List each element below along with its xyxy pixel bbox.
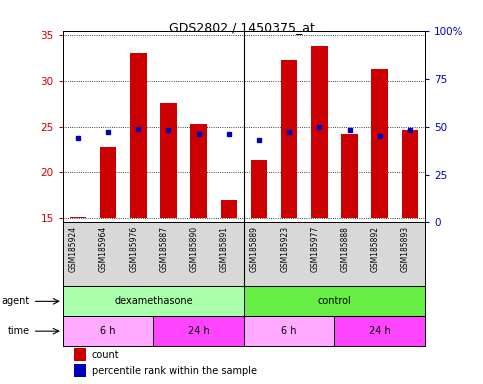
Text: GDS2802 / 1450375_at: GDS2802 / 1450375_at [169, 21, 314, 34]
Text: GSM185977: GSM185977 [311, 226, 319, 272]
Bar [73, 364, 86, 377]
Text: GSM185923: GSM185923 [280, 226, 289, 272]
Bar [221, 200, 237, 218]
Bar [334, 316, 425, 346]
Text: GSM185891: GSM185891 [220, 226, 229, 272]
Text: 24 h: 24 h [369, 326, 391, 336]
Text: GSM185964: GSM185964 [99, 226, 108, 272]
Text: time: time [7, 326, 29, 336]
Bar [244, 316, 334, 346]
Text: GSM185893: GSM185893 [401, 226, 410, 272]
Text: GSM185887: GSM185887 [159, 226, 169, 272]
Bar [371, 69, 388, 218]
Bar [402, 130, 418, 218]
Text: GSM185889: GSM185889 [250, 226, 259, 272]
Bar [311, 46, 327, 218]
Bar [63, 316, 154, 346]
Bar [251, 161, 267, 218]
Text: agent: agent [1, 296, 29, 306]
Text: GSM185976: GSM185976 [129, 226, 138, 272]
Bar [190, 124, 207, 218]
Text: control: control [318, 296, 351, 306]
Text: count: count [92, 350, 119, 360]
Bar [154, 316, 244, 346]
Text: GSM185924: GSM185924 [69, 226, 78, 272]
Bar [281, 60, 298, 218]
Bar [73, 348, 86, 361]
Text: 6 h: 6 h [282, 326, 297, 336]
Bar [63, 286, 244, 316]
Text: GSM185890: GSM185890 [190, 226, 199, 272]
Text: percentile rank within the sample: percentile rank within the sample [92, 366, 257, 376]
Bar [70, 217, 86, 218]
Text: GSM185888: GSM185888 [341, 226, 350, 271]
Bar [244, 286, 425, 316]
Bar [130, 53, 146, 218]
Bar [160, 103, 177, 218]
Text: 24 h: 24 h [188, 326, 210, 336]
Bar [100, 147, 116, 218]
Text: GSM185892: GSM185892 [371, 226, 380, 272]
Text: 6 h: 6 h [100, 326, 116, 336]
Text: dexamethasone: dexamethasone [114, 296, 193, 306]
Bar [341, 134, 358, 218]
